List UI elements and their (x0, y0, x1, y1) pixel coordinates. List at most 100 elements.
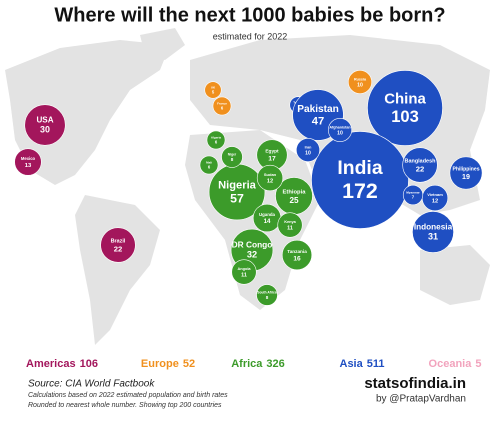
bubble (199, 155, 219, 175)
bubble-value: 10 (305, 150, 311, 156)
note: Calculations based on 2022 estimated pop… (28, 392, 228, 399)
legend-name: Europe (141, 358, 179, 370)
legend-total: 326 (266, 358, 284, 370)
bubble-label: Russia (354, 77, 367, 81)
bubble (231, 259, 257, 285)
bubble-value: 47 (312, 115, 324, 127)
subtitle: estimated for 2022 (213, 31, 288, 41)
bubble-label: UK (211, 86, 216, 90)
bubble-label: Uganda (259, 212, 276, 217)
bubble-label: Brazil (111, 238, 126, 244)
bubble-value: 32 (247, 250, 257, 260)
bubble-label: Indonesia (414, 222, 453, 231)
bubble (277, 212, 303, 238)
bubble-value: 31 (428, 232, 438, 242)
legend-name: Asia (340, 358, 364, 370)
bubble (206, 130, 226, 150)
bubble-label: Bangladesh (405, 158, 436, 164)
bubble-value: 17 (268, 156, 276, 163)
bubble-value: 12 (267, 179, 273, 185)
bubble (327, 117, 353, 143)
legend-entry: Oceania 5 (429, 358, 482, 370)
bubble-label: France (217, 102, 227, 106)
bubble-label: Egypt (265, 149, 279, 155)
legend-name: Americas (26, 358, 76, 370)
bubble (402, 184, 424, 206)
legend-total: 511 (367, 358, 385, 370)
legend-total: 52 (183, 358, 195, 370)
bubble-label: Tanzania (287, 249, 307, 254)
legend-entry: Americas 106 (26, 358, 98, 370)
bubble-value: 10 (337, 130, 343, 136)
bubble-label: South Africa (257, 290, 277, 294)
bubble-value: 22 (416, 164, 425, 173)
bubble (24, 104, 66, 146)
bubble-value: 57 (230, 191, 244, 205)
bubble-value: 16 (293, 255, 301, 262)
bubble-value: 30 (40, 124, 50, 134)
bubble-label: USA (36, 115, 53, 124)
bubble-label: DR Congo (232, 239, 273, 249)
bubble-value: 6 (208, 165, 211, 170)
bubble-label: Myanmar (406, 191, 420, 195)
bubble-value: 19 (462, 173, 470, 181)
bubble (256, 284, 278, 306)
bubble-value: 172 (342, 179, 378, 203)
bubble-label: Sudan (264, 172, 277, 177)
legend-name: Oceania (429, 358, 473, 370)
bubble-value: 6 (221, 106, 224, 111)
bubble-label: Vietnam (427, 192, 443, 197)
bubble-label: Algeria (211, 136, 222, 140)
bubble-value: 11 (241, 273, 247, 279)
bubble (14, 148, 42, 176)
bubble-label: Afghanistan (329, 125, 351, 129)
bubble-label: Mexico (21, 156, 36, 161)
bubble (204, 81, 222, 99)
legend-entry: Asia 511 (340, 358, 385, 370)
bubble-label: Angola (237, 267, 251, 271)
bubble-label: Mali (206, 161, 212, 165)
legend-entry: Africa 326 (231, 358, 285, 370)
bubble (295, 137, 321, 163)
bubble-value: 22 (114, 244, 123, 253)
bubble-label: Iran (305, 145, 312, 149)
bubble-value: 8 (266, 295, 269, 300)
bubble-value: 5 (212, 90, 215, 95)
bubble (402, 147, 438, 183)
bubbles: USA30Mexico13Brazil22UK5France6Russia10T… (14, 69, 483, 306)
bubble-label: Pakistan (297, 104, 339, 115)
bubble (412, 211, 454, 253)
bubble-label: Kenya (284, 220, 296, 224)
bubble-value: 7 (412, 195, 415, 200)
source: Source: CIA World Factbook (28, 379, 155, 390)
bubble-label: China (384, 90, 426, 107)
bubble (281, 239, 313, 271)
bubble-label: Philippines (452, 167, 479, 173)
legend-name: Africa (231, 358, 263, 370)
bubble-value: 25 (289, 196, 299, 205)
bubble-value: 10 (357, 82, 363, 88)
bubble (367, 70, 443, 146)
bubble-label: Nigeria (218, 179, 257, 191)
bubble-value: 8 (231, 157, 234, 162)
bubble (221, 146, 243, 168)
bubble (256, 164, 284, 192)
bubble-label: Ethiopia (283, 189, 307, 195)
bubble-value: 13 (25, 163, 32, 169)
bubble-label: India (337, 157, 382, 179)
bubble (449, 156, 483, 190)
bubble-value: 103 (391, 107, 419, 126)
brand: statsofindia.in (364, 375, 466, 392)
bubble (347, 69, 373, 95)
bubble-label: Niger (228, 152, 237, 156)
bubble-value: 11 (287, 226, 293, 232)
bubble-value: 14 (264, 218, 271, 225)
bubble-value: 6 (215, 140, 218, 145)
title: Where will the next 1000 babies be born? (54, 4, 445, 26)
bubble (311, 131, 409, 229)
legend-entry: Europe 52 (141, 358, 195, 370)
legend-total: 5 (475, 358, 481, 370)
legend: Americas 106 Europe 52 Africa 326 Asia 511 Ocean… (26, 358, 481, 370)
bubble-value: 12 (432, 199, 438, 205)
